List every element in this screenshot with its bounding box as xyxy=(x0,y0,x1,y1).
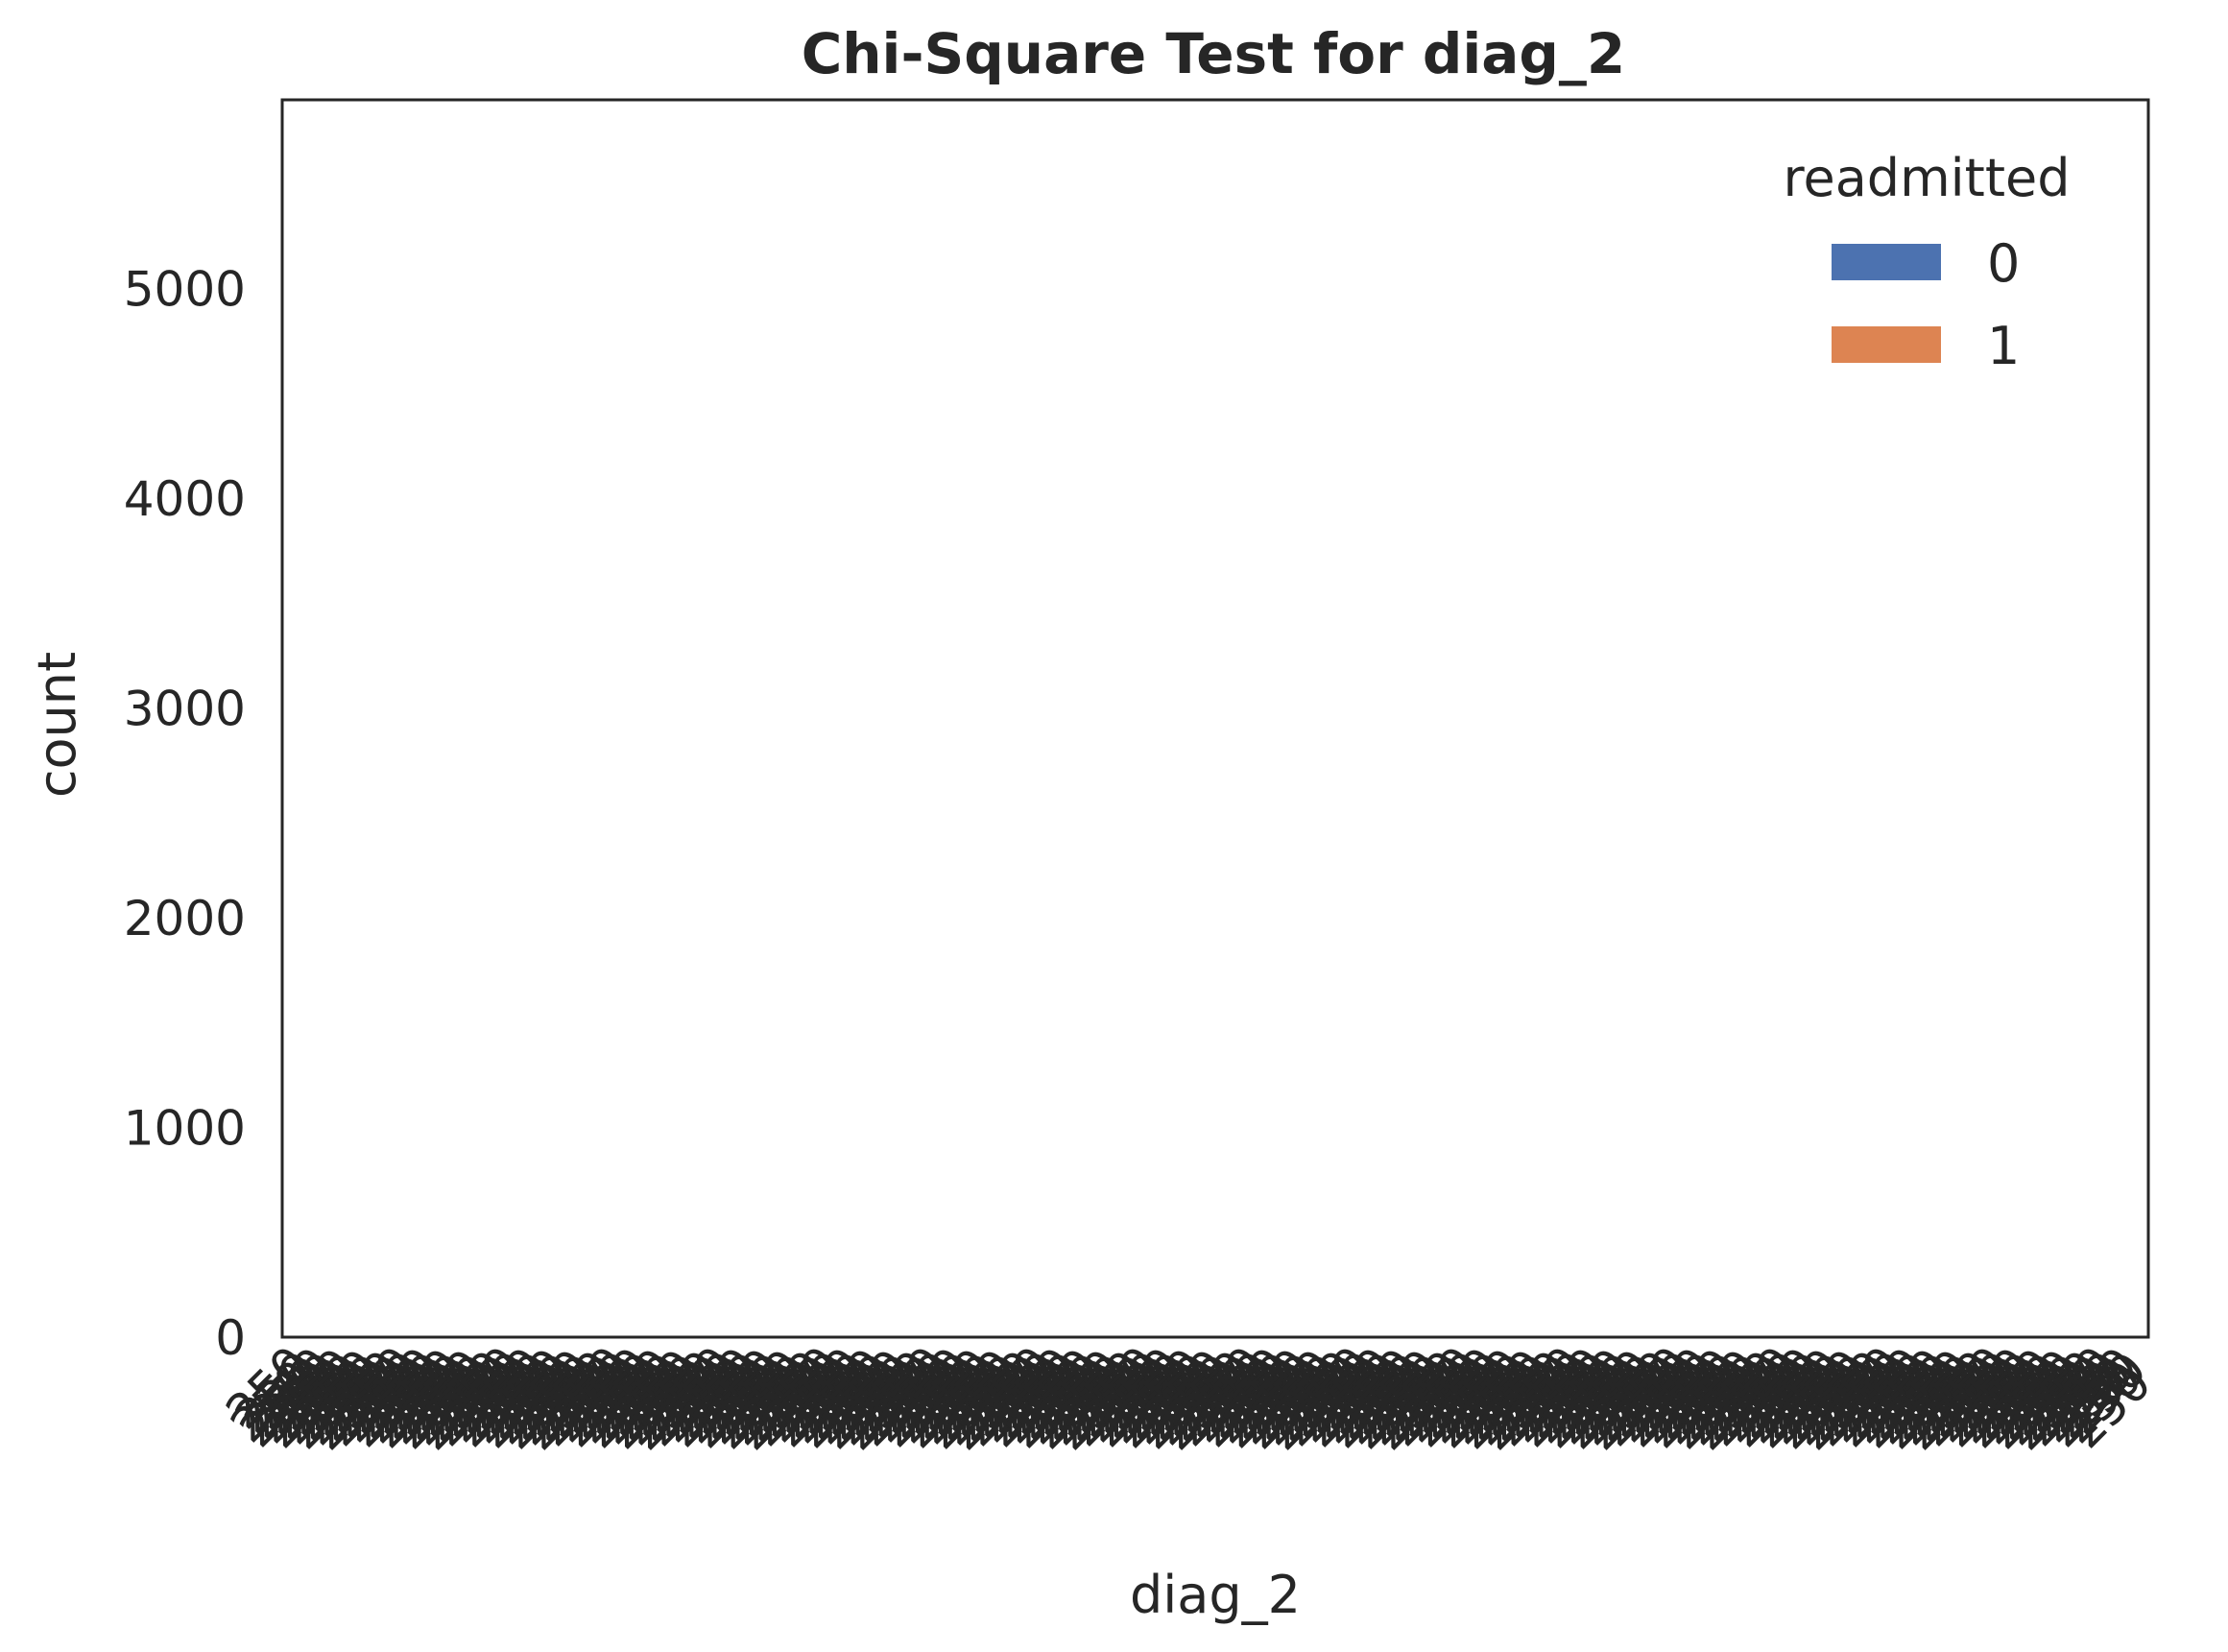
chart-title: Chi-Square Test for diag_2 xyxy=(802,21,1626,86)
x-axis-tick-labels: 2502502502502502502502502502502502502502… xyxy=(215,1335,2162,1460)
y-tick-label: 3000 xyxy=(124,682,246,737)
y-tick-label: 0 xyxy=(215,1310,246,1366)
y-tick-label: 5000 xyxy=(124,262,246,318)
legend-label: 0 xyxy=(1987,233,2020,294)
plot-frame xyxy=(280,98,2150,1339)
y-tick-label: 2000 xyxy=(124,891,246,946)
x-axis-label: diag_2 xyxy=(1130,1565,1301,1625)
legend: readmitted 0 1 xyxy=(1783,148,2070,376)
y-tick-label: 4000 xyxy=(124,471,246,527)
legend-label: 1 xyxy=(1987,316,2020,376)
legend-swatch xyxy=(1832,326,1941,363)
y-axis-ticks: 0 1000 2000 3000 4000 5000 xyxy=(124,262,246,1366)
legend-swatch xyxy=(1832,244,1941,280)
legend-title: readmitted xyxy=(1783,148,2070,208)
y-axis-label: count xyxy=(27,652,87,798)
y-tick-label: 1000 xyxy=(124,1101,246,1157)
